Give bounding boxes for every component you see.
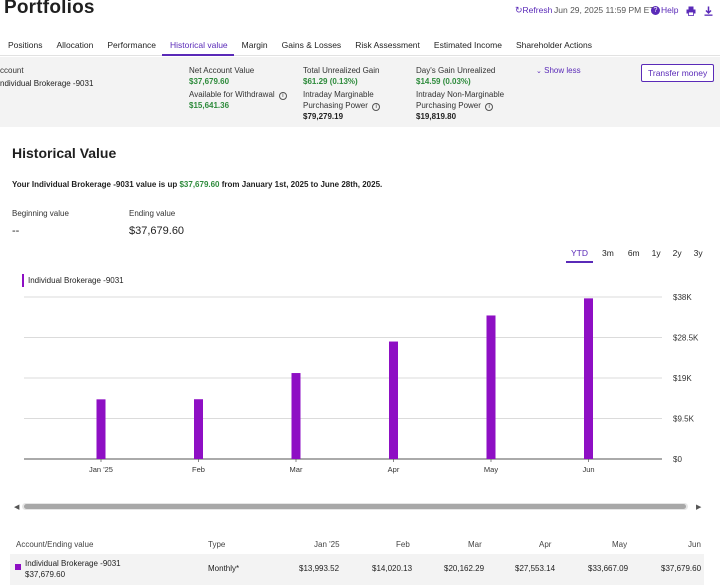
intraday-non-marginable-label: Intraday Non-Marginable	[416, 90, 505, 99]
bar-5	[584, 298, 593, 459]
bar-3	[389, 341, 398, 459]
scrollbar-thumb[interactable]	[24, 504, 686, 509]
tab-bar: Positions Allocation Performance Histori…	[0, 36, 720, 56]
x-tick-label: Mar	[290, 465, 303, 474]
info-icon[interactable]: i	[372, 103, 381, 111]
y-tick-label: $9.5K	[673, 415, 695, 424]
range-1y[interactable]: 1y	[651, 248, 661, 258]
range-3y[interactable]: 3y	[693, 248, 703, 258]
page-title: Portfolios	[4, 0, 95, 18]
chart-legend: Individual Brokerage -9031	[22, 274, 124, 287]
col-may: May	[612, 540, 628, 549]
days-gain-value: $14.59 (0.03%)	[416, 77, 471, 86]
help-link[interactable]: ? Help	[651, 3, 678, 17]
col-feb: Feb	[396, 540, 410, 549]
info-icon[interactable]: i	[485, 103, 494, 111]
intraday-non-marginable-label-2: Purchasing Power i	[416, 101, 494, 111]
account-label: ccount	[0, 66, 24, 75]
tab-risk-assessment[interactable]: Risk Assessment	[355, 40, 420, 50]
y-tick-label: $28.5K	[673, 334, 699, 343]
tab-historical-value[interactable]: Historical value	[162, 36, 234, 56]
scroll-right-arrow[interactable]: ▶	[696, 504, 702, 511]
summary-sentence: Your Individual Brokerage -9031 value is…	[12, 180, 383, 189]
x-tick-label: Jan '25	[89, 465, 113, 474]
tab-margin[interactable]: Margin	[241, 40, 268, 50]
beginning-value-label: Beginning value	[12, 209, 69, 218]
row-value-jun: $37,679.60	[661, 564, 702, 573]
help-icon: ?	[651, 5, 660, 15]
timestamp: Jun 29, 2025 11:59 PM ET	[554, 5, 655, 15]
tab-positions[interactable]: Positions	[8, 40, 43, 50]
bar-0	[96, 399, 106, 459]
col-apr: Apr	[539, 540, 552, 549]
net-account-value: $37,679.60	[189, 77, 230, 86]
account-name: ndividual Brokerage -9031	[0, 79, 94, 88]
tab-estimated-income[interactable]: Estimated Income	[433, 40, 502, 50]
bar-4	[486, 315, 496, 459]
col-jan: Jan '25	[314, 540, 340, 549]
available-withdrawal-value: $15,641.36	[189, 101, 230, 110]
total-unrealized-gain-value: $61.29 (0.13%)	[303, 77, 358, 86]
time-range-tabs: YTD 3m 6m 1y 2y 3y	[566, 248, 708, 263]
refresh-icon: ↻	[515, 4, 523, 15]
x-tick-label: Feb	[192, 465, 205, 474]
x-tick-label: Apr	[388, 465, 400, 474]
tab-performance[interactable]: Performance	[107, 40, 157, 50]
transfer-money-button[interactable]: Transfer money	[641, 64, 715, 82]
intraday-marginable-label-2: Purchasing Power i	[303, 101, 381, 111]
intraday-marginable-label: Intraday Marginable	[303, 90, 374, 99]
y-tick-label: $0	[673, 455, 682, 464]
scroll-left-arrow[interactable]: ◀	[14, 504, 20, 511]
info-icon[interactable]: i	[278, 92, 287, 100]
y-tick-label: $38K	[673, 293, 692, 302]
days-gain-label: Day's Gain Unrealized	[416, 66, 496, 75]
row-type: Monthly*	[208, 564, 240, 573]
historical-value-chart: $38K $28.5K $19K $9.5K $0 Jan '25 Feb Mar Apr May…	[24, 293, 699, 474]
refresh-label: Refresh	[522, 5, 553, 15]
range-2y[interactable]: 2y	[672, 248, 682, 258]
x-tick-label: Jun	[582, 465, 594, 474]
col-type: Type	[208, 540, 226, 549]
tab-shareholder-actions[interactable]: Shareholder Actions	[515, 40, 593, 50]
chevron-down-icon: ⌄	[536, 68, 542, 75]
refresh-link[interactable]: ↻ Refresh	[515, 3, 552, 17]
show-less-link[interactable]: ⌄ Show less	[536, 66, 581, 75]
range-3m[interactable]: 3m	[602, 248, 614, 258]
col-mar: Mar	[468, 540, 482, 549]
account-summary: ccount ndividual Brokerage -9031 Net Acc…	[0, 57, 720, 127]
x-tick-label: May	[484, 465, 498, 474]
bar-2	[291, 373, 301, 459]
row-value-mar: $20,162.29	[444, 564, 485, 573]
total-unrealized-gain-label: Total Unrealized Gain	[303, 66, 380, 75]
ending-value-label: Ending value	[129, 209, 176, 218]
net-account-label: Net Account Value	[189, 66, 255, 75]
tab-gains-losses[interactable]: Gains & Losses	[281, 40, 342, 50]
table-row: Individual Brokerage -9031 $37,679.60 Mo…	[10, 554, 704, 585]
row-account-name: Individual Brokerage -9031	[25, 559, 121, 568]
col-jun: Jun	[688, 540, 701, 549]
horizontal-scrollbar[interactable]	[22, 503, 688, 510]
row-value-jan: $13,993.52	[299, 564, 340, 573]
intraday-non-marginable-value: $19,819.80	[416, 112, 457, 121]
section-title: Historical Value	[12, 145, 117, 161]
ending-value: $37,679.60	[129, 225, 185, 237]
beginning-value: --	[12, 225, 20, 237]
y-tick-label: $19K	[673, 374, 692, 383]
row-ending-value: $37,679.60	[25, 570, 66, 579]
intraday-marginable-value: $79,279.19	[303, 112, 344, 121]
range-6m[interactable]: 6m	[627, 248, 640, 258]
range-ytd[interactable]: YTD	[566, 248, 593, 263]
row-value-apr: $27,553.14	[515, 564, 556, 573]
available-withdrawal-label: Available for Withdrawal i	[189, 90, 287, 100]
print-icon[interactable]	[686, 3, 696, 21]
bar-1	[194, 399, 203, 459]
series-color-swatch	[15, 564, 21, 570]
help-label: Help	[661, 5, 679, 15]
row-value-may: $33,667.09	[588, 564, 629, 573]
tab-allocation[interactable]: Allocation	[56, 40, 94, 50]
col-account: Account/Ending value	[16, 540, 94, 549]
download-icon[interactable]	[704, 3, 713, 21]
row-value-feb: $14,020.13	[372, 564, 413, 573]
